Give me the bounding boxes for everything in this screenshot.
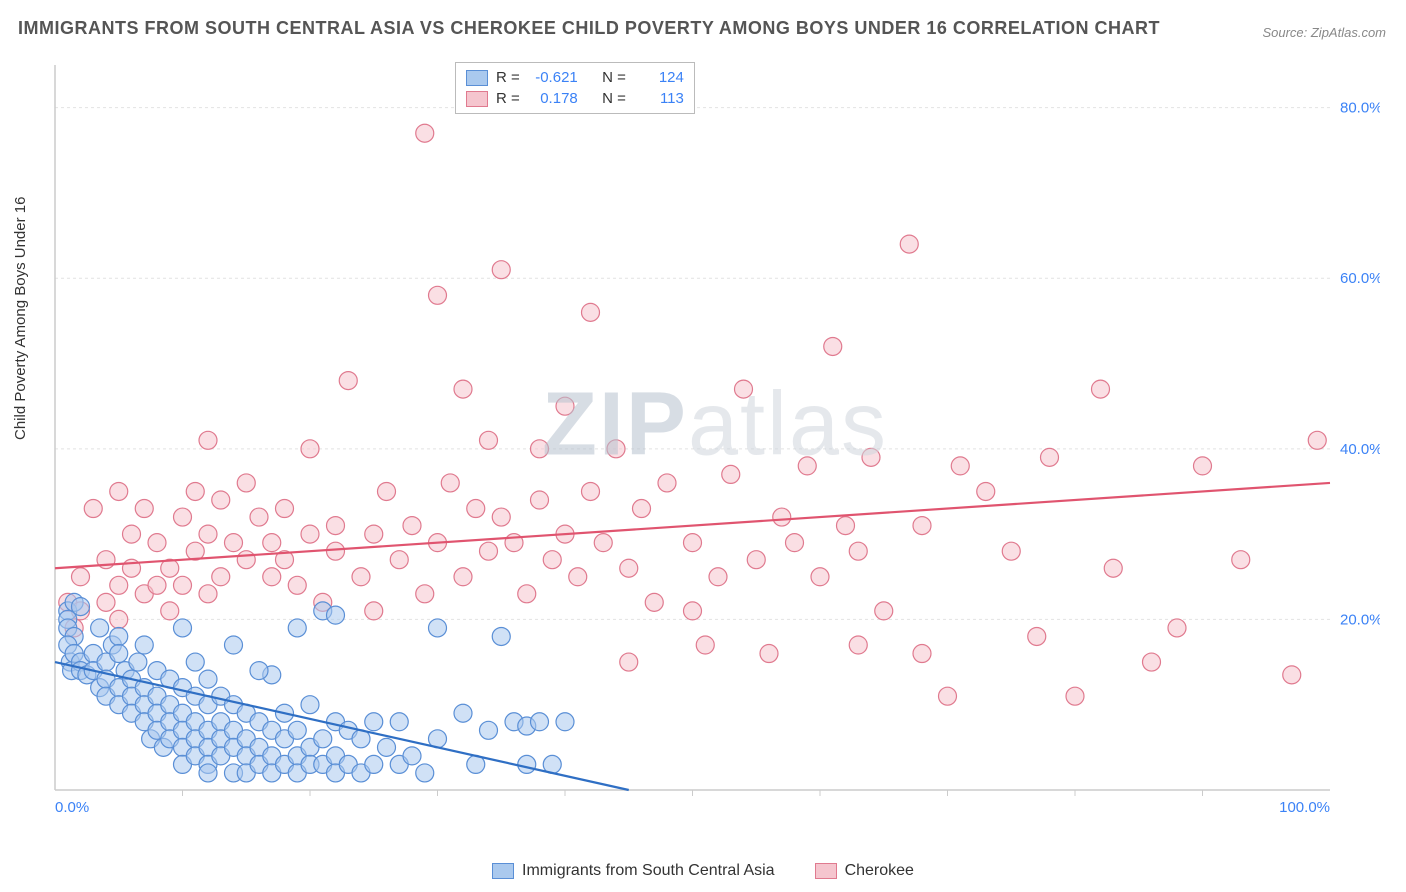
- legend-swatch-2: [466, 91, 488, 107]
- svg-text:20.0%: 20.0%: [1340, 611, 1380, 628]
- svg-text:80.0%: 80.0%: [1340, 100, 1380, 117]
- legend-n-label: N =: [602, 69, 626, 86]
- series-label-1: Immigrants from South Central Asia: [522, 862, 775, 880]
- svg-text:60.0%: 60.0%: [1340, 270, 1380, 287]
- series-legend: Immigrants from South Central Asia Chero…: [0, 862, 1406, 880]
- svg-text:0.0%: 0.0%: [55, 799, 89, 816]
- chart-title: IMMIGRANTS FROM SOUTH CENTRAL ASIA VS CH…: [18, 18, 1160, 39]
- source-credit: Source: ZipAtlas.com: [1262, 25, 1386, 40]
- legend-swatch-b1: [492, 863, 514, 879]
- legend-r-2: 0.178: [528, 90, 578, 107]
- legend-row-2: R = 0.178 N = 113: [466, 88, 684, 109]
- legend-swatch-1: [466, 70, 488, 86]
- correlation-legend: R = -0.621 N = 124 R = 0.178 N = 113: [455, 62, 695, 114]
- legend-swatch-b2: [815, 863, 837, 879]
- svg-text:40.0%: 40.0%: [1340, 441, 1380, 458]
- legend-r-1: -0.621: [528, 69, 578, 86]
- legend-row-1: R = -0.621 N = 124: [466, 67, 684, 88]
- chart-area: 20.0%40.0%60.0%80.0%0.0%100.0% ZIPatlas: [50, 60, 1380, 820]
- y-axis-label: Child Poverty Among Boys Under 16: [12, 197, 29, 440]
- legend-n-label: N =: [602, 90, 626, 107]
- series-label-2: Cherokee: [845, 862, 914, 880]
- scatter-plot: 20.0% 40.0% 60.0% 80.0% 0.0% 100.0%: [50, 60, 1380, 820]
- legend-r-label: R =: [496, 90, 520, 107]
- legend-r-label: R =: [496, 69, 520, 86]
- legend-n-2: 113: [634, 90, 684, 107]
- svg-text:100.0%: 100.0%: [1279, 799, 1330, 816]
- series-legend-2: Cherokee: [815, 862, 914, 880]
- series-legend-1: Immigrants from South Central Asia: [492, 862, 775, 880]
- legend-n-1: 124: [634, 69, 684, 86]
